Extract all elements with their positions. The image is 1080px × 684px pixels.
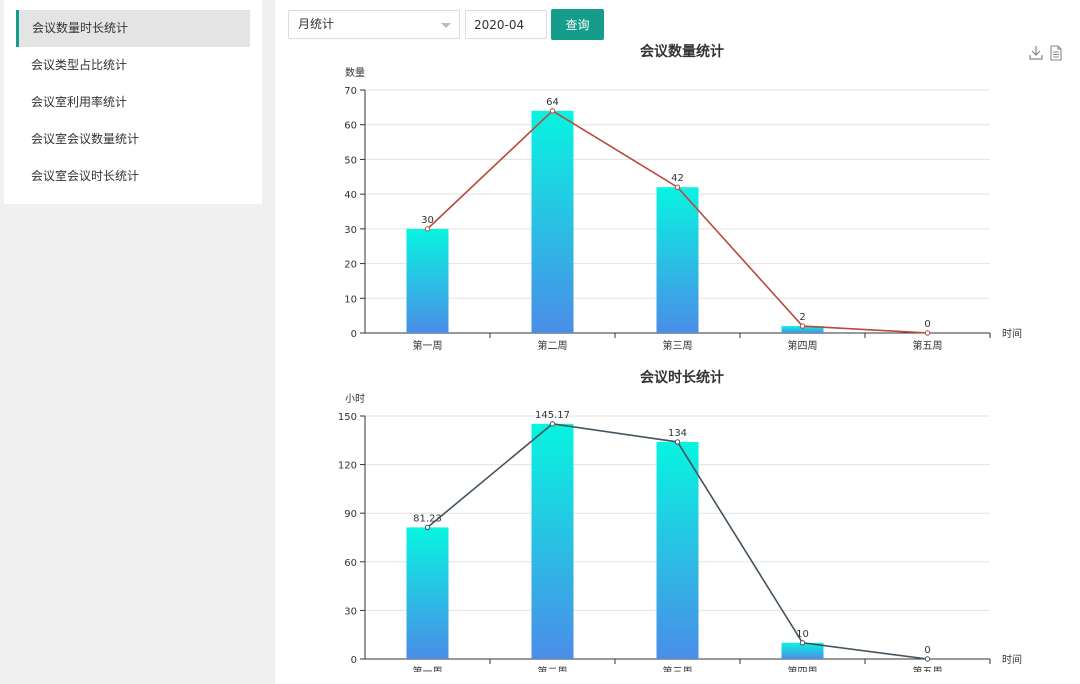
x-axis-label: 时间 (1002, 327, 1022, 340)
data-view-icon[interactable] (1050, 45, 1062, 61)
data-label: 10 (796, 629, 809, 640)
line-point (924, 656, 931, 662)
sidebar-item-room-meeting-count[interactable]: 会议室会议数量统计 (31, 132, 140, 146)
data-label: 81.23 (413, 513, 442, 524)
data-label: 64 (546, 97, 559, 108)
line-point (549, 421, 556, 427)
data-label: 2 (799, 312, 805, 323)
period-select[interactable]: 月统计 (288, 10, 460, 39)
line-point (924, 330, 931, 336)
y-tick-label: 70 (344, 86, 357, 97)
x-tick-label: 第二周 (538, 339, 568, 352)
y-tick-label: 10 (344, 294, 357, 305)
bar (781, 326, 824, 333)
y-axis-label: 小时 (345, 393, 365, 405)
bar (531, 423, 574, 659)
y-tick-label: 20 (344, 260, 357, 271)
bar (656, 441, 699, 659)
y-tick-label: 30 (344, 225, 357, 236)
x-tick-label: 第一周 (413, 665, 443, 672)
x-axis-label: 时间 (1002, 653, 1022, 666)
x-tick-label: 第四周 (788, 339, 818, 352)
y-tick-label: 0 (351, 655, 357, 666)
x-tick-label: 第三周 (663, 339, 693, 352)
y-tick-label: 120 (338, 461, 357, 472)
bar (406, 527, 449, 659)
y-tick-label: 90 (344, 509, 357, 520)
date-input[interactable] (465, 10, 547, 39)
sidebar-item-room-utilization[interactable]: 会议室利用率统计 (31, 95, 128, 109)
y-tick-label: 150 (338, 412, 357, 423)
download-icon[interactable] (1029, 45, 1043, 61)
line-point (424, 524, 431, 531)
bar (406, 228, 449, 333)
x-tick-label: 第五周 (913, 665, 943, 672)
y-tick-label: 40 (344, 190, 357, 201)
data-label: 134 (668, 428, 687, 439)
x-tick-label: 第四周 (788, 665, 818, 672)
bar (531, 110, 574, 333)
y-tick-label: 50 (344, 155, 357, 166)
data-label: 0 (924, 319, 930, 330)
x-tick-label: 第三周 (663, 665, 693, 672)
data-label: 42 (671, 173, 684, 184)
line-point (674, 184, 681, 190)
bar (781, 642, 824, 659)
chevron-down-icon (441, 23, 451, 28)
x-tick-label: 第二周 (538, 665, 568, 672)
sidebar-item-meeting-count-duration[interactable]: 会议数量时长统计 (16, 10, 250, 47)
sidebar-item-room-meeting-duration[interactable]: 会议室会议时长统计 (31, 169, 140, 183)
y-tick-label: 30 (344, 606, 357, 617)
data-label: 30 (421, 215, 434, 226)
line-point (799, 640, 806, 646)
y-tick-label: 0 (351, 329, 357, 340)
line-point (799, 323, 806, 329)
y-tick-label: 60 (344, 121, 357, 132)
query-button[interactable]: 查询 (551, 9, 604, 40)
data-label: 145.17 (535, 410, 570, 421)
y-tick-label: 60 (344, 558, 357, 569)
chart-title: 会议数量统计 (640, 43, 724, 60)
x-tick-label: 第一周 (413, 339, 443, 352)
data-label: 0 (924, 645, 930, 656)
bar (656, 187, 699, 333)
y-axis-label: 数量 (345, 66, 365, 79)
line-point (674, 439, 681, 445)
period-select-value: 月统计 (298, 17, 335, 31)
line-point (549, 108, 556, 114)
sidebar-nav: 会议数量时长统计 会议类型占比统计 会议室利用率统计 会议室会议数量统计 会议室… (4, 0, 262, 204)
x-tick-label: 第五周 (913, 339, 943, 352)
main-panel: 月统计 查询 会议数量统计数量时间010203040506070第一周第二周第三… (275, 0, 1080, 684)
chart-title: 会议时长统计 (640, 369, 724, 386)
sidebar-item-meeting-type-ratio[interactable]: 会议类型占比统计 (31, 58, 128, 72)
line-point (424, 226, 431, 232)
